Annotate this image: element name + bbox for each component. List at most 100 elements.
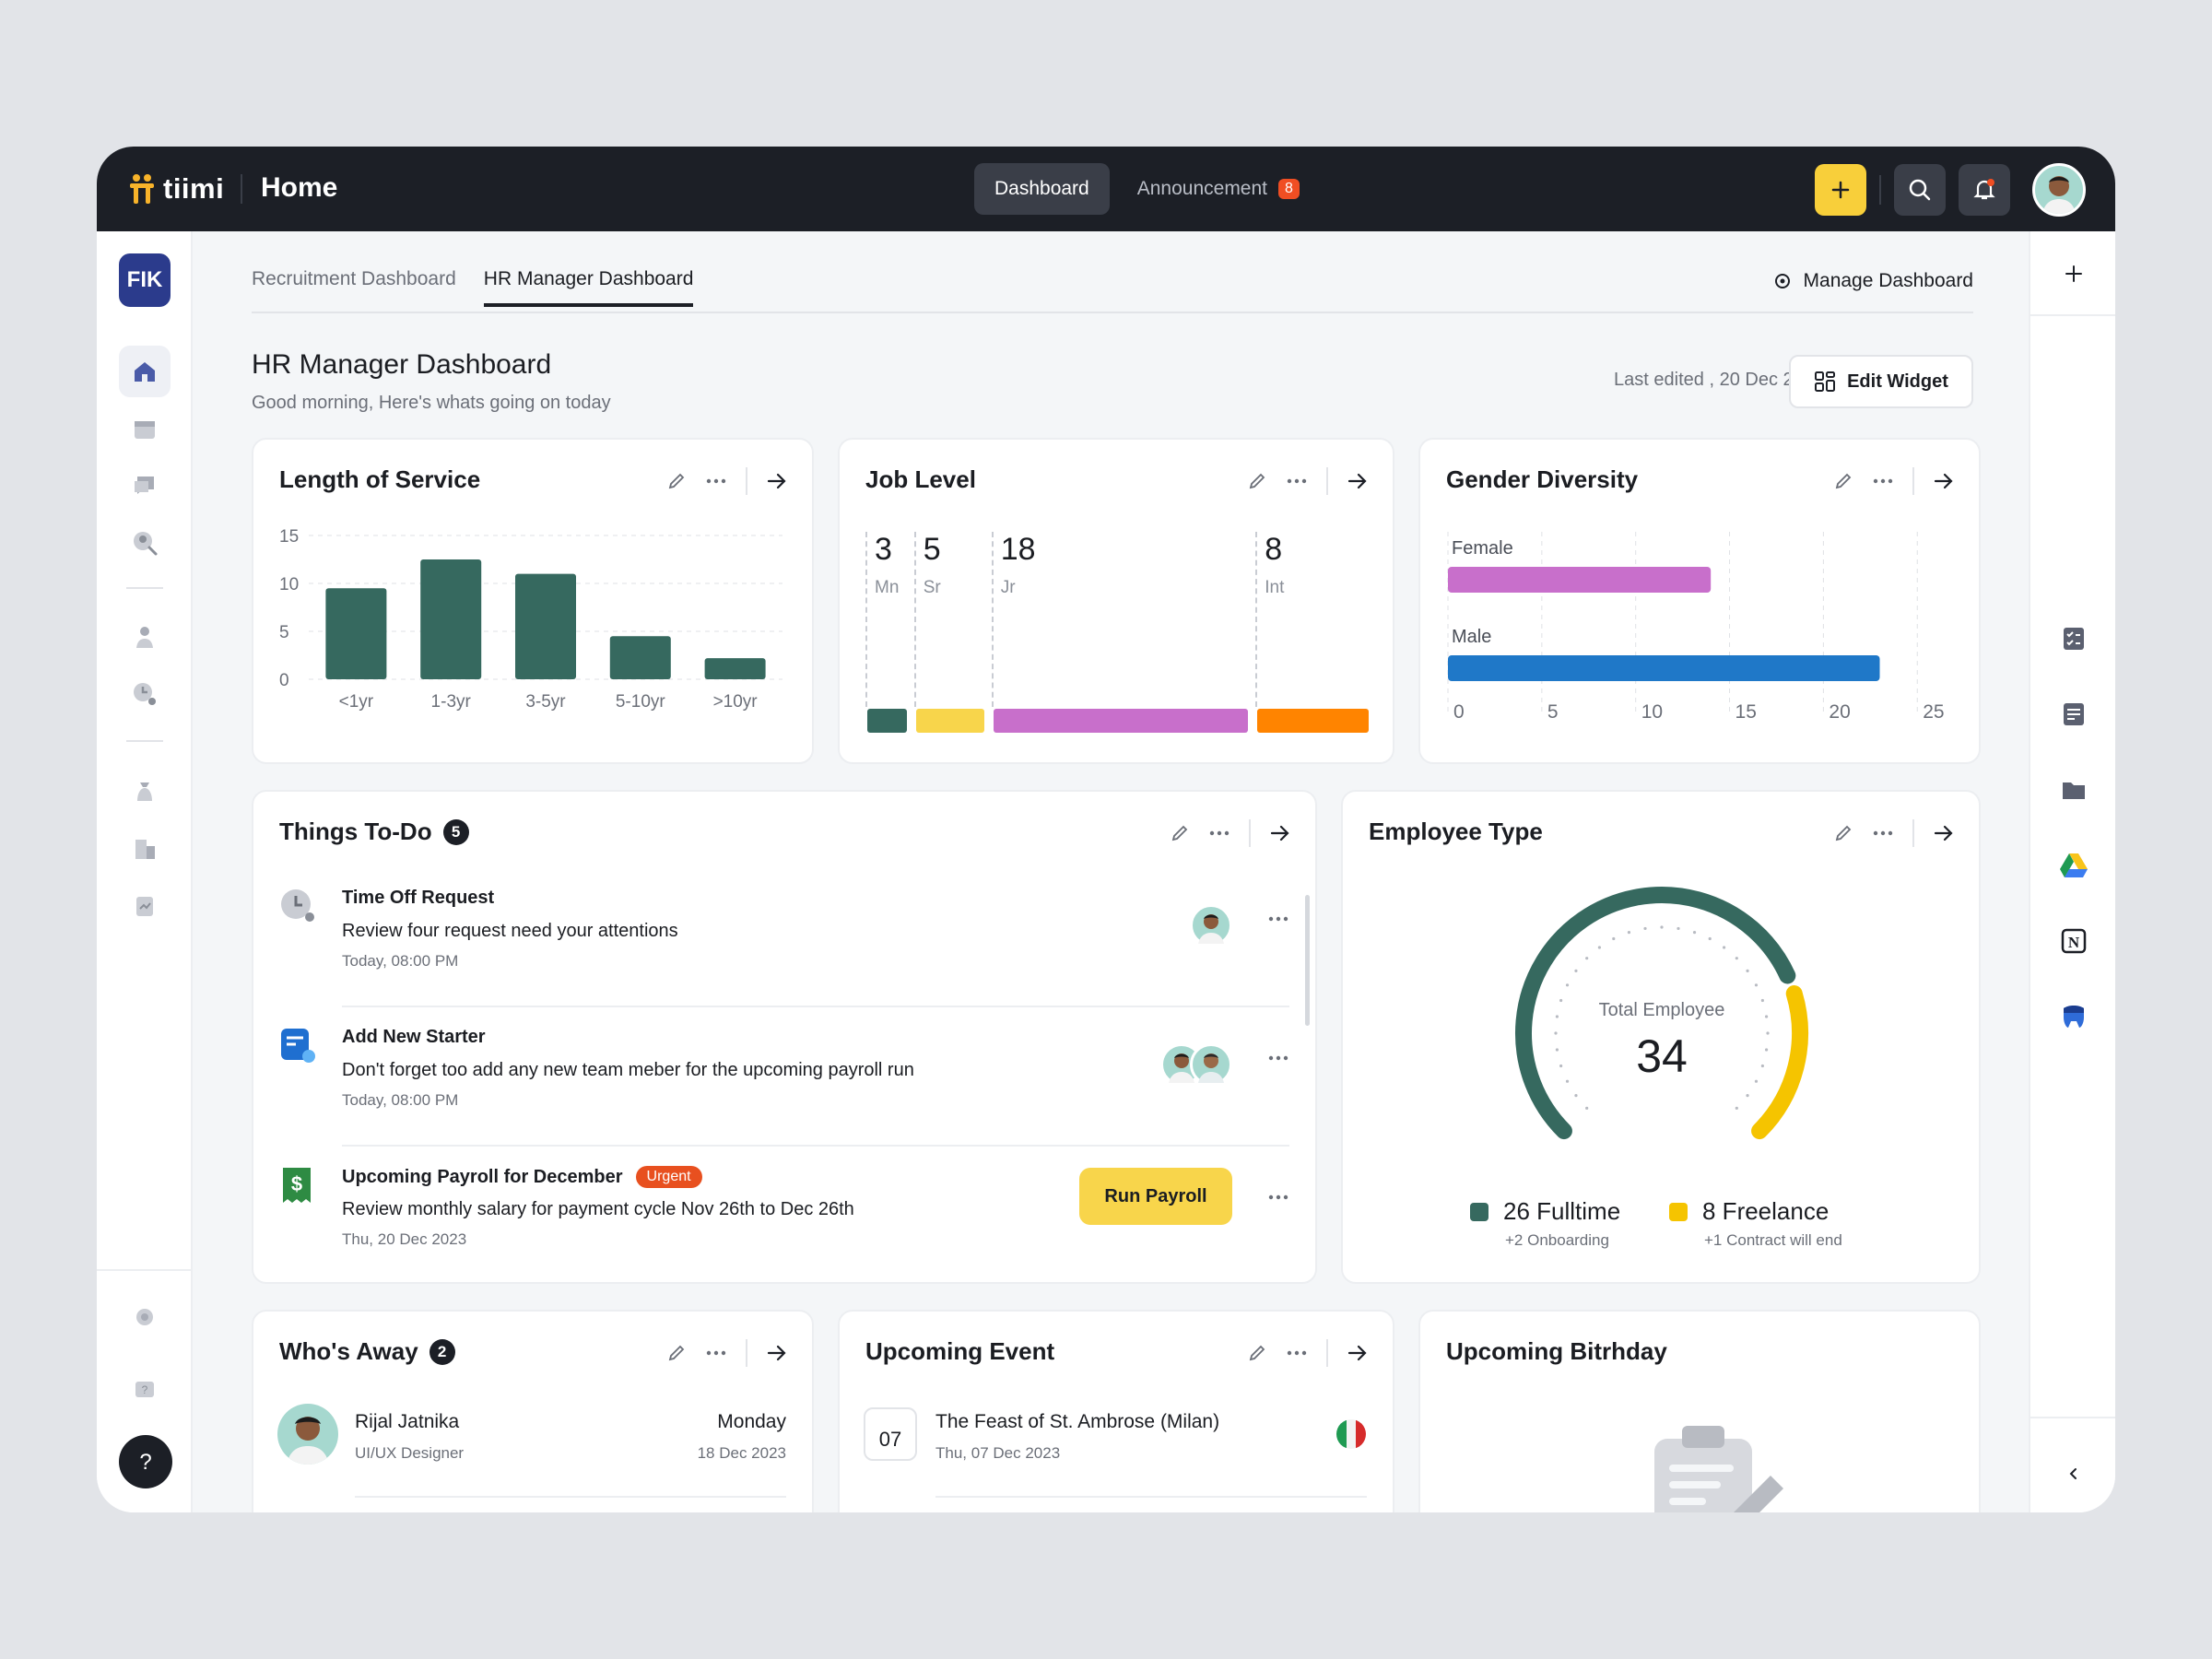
bar[interactable] — [515, 573, 576, 679]
arrow-right-icon[interactable] — [1347, 471, 1369, 491]
more-icon[interactable] — [1267, 1194, 1289, 1201]
sidebar-item-search-people[interactable] — [119, 517, 171, 569]
divider — [1912, 819, 1914, 847]
job-level-segment[interactable]: 3 Mn — [865, 532, 909, 735]
job-level-segment[interactable]: 8 Int — [1255, 532, 1371, 735]
more-icon[interactable] — [1872, 477, 1894, 485]
bar[interactable] — [609, 636, 671, 679]
x-tick-label: >10yr — [713, 692, 759, 712]
divider — [252, 312, 1973, 313]
bar[interactable] — [420, 559, 482, 679]
pencil-icon[interactable] — [1170, 823, 1190, 843]
more-icon[interactable] — [1286, 1349, 1308, 1357]
gauge-tick — [1760, 1064, 1764, 1068]
card-title-text: Things To-Do — [279, 818, 432, 845]
clock-icon — [281, 889, 314, 922]
help-button[interactable]: ? — [119, 1435, 172, 1488]
gauge-tick — [1677, 926, 1680, 931]
more-icon[interactable] — [705, 1349, 727, 1357]
run-payroll-button[interactable]: Run Payroll — [1079, 1168, 1232, 1225]
app-checklist[interactable] — [2052, 617, 2096, 661]
more-icon[interactable] — [1267, 915, 1289, 923]
sidebar-item-company[interactable] — [119, 823, 171, 875]
sidebar-item-home[interactable] — [119, 346, 171, 397]
bar[interactable] — [325, 588, 387, 679]
search-user-icon — [134, 532, 158, 556]
employee-type-gauge — [1515, 887, 1808, 1140]
y-tick-label: 5 — [279, 623, 289, 642]
category-label: Female — [1452, 538, 1513, 559]
arrow-right-icon[interactable] — [766, 1343, 788, 1363]
nav-announcement[interactable]: Announcement 8 — [1117, 163, 1320, 215]
pencil-icon[interactable] — [1247, 1343, 1267, 1363]
todo-title-text: Upcoming Payroll for December — [342, 1166, 623, 1187]
right-sidebar: N — [2029, 231, 2115, 1512]
search-button[interactable] — [1894, 164, 1946, 216]
tab-recruitment-dashboard[interactable]: Recruitment Dashboard — [252, 268, 456, 289]
manage-dashboard-button[interactable]: Manage Dashboard — [1772, 270, 1973, 292]
more-icon[interactable] — [1208, 830, 1230, 837]
pencil-icon[interactable] — [1833, 471, 1853, 491]
divider — [241, 174, 242, 204]
sidebar-item-payroll[interactable] — [119, 766, 171, 818]
add-app-button[interactable] — [2052, 252, 2096, 296]
bar[interactable] — [704, 658, 766, 679]
sidebar-item-reports[interactable] — [119, 880, 171, 932]
logo[interactable]: tiimi — [128, 172, 224, 206]
app-dental[interactable] — [2052, 994, 2096, 1039]
app-folder[interactable] — [2052, 768, 2096, 812]
add-button[interactable] — [1815, 164, 1866, 216]
todo-item[interactable]: $ Upcoming Payroll for December Urgent R… — [279, 1166, 1289, 1277]
sidebar-item-employees[interactable] — [119, 611, 171, 663]
sidebar-item-time[interactable] — [119, 668, 171, 720]
gear-icon — [1774, 274, 1790, 288]
chevron-left-icon — [2069, 1468, 2077, 1479]
pencil-icon[interactable] — [666, 471, 687, 491]
sidebar-item-settings[interactable] — [119, 1291, 171, 1343]
todo-item[interactable]: Add New Starter Don't forget too add any… — [279, 1027, 1289, 1165]
more-icon[interactable] — [1286, 477, 1308, 485]
tooth-icon — [2064, 1006, 2084, 1028]
gear-icon — [136, 1309, 153, 1325]
x-tick-label: 5 — [1547, 701, 1559, 723]
notion-icon: N — [2061, 928, 2087, 954]
user-avatar[interactable] — [2032, 163, 2086, 217]
todo-item[interactable]: Time Off Request Review four request nee… — [279, 888, 1289, 1026]
arrow-right-icon[interactable] — [1347, 1343, 1369, 1363]
pencil-icon[interactable] — [1247, 471, 1267, 491]
collapse-button[interactable] — [2052, 1452, 2096, 1496]
card-title: Length of Service — [279, 465, 480, 494]
app-google-drive[interactable] — [2052, 843, 2096, 888]
event-date-box: 07 — [864, 1407, 917, 1461]
workspace-logo[interactable]: FIK — [119, 253, 171, 307]
job-level-segment[interactable]: 5 Sr — [913, 532, 986, 735]
bar[interactable] — [1448, 567, 1712, 593]
arrow-right-icon[interactable] — [1933, 823, 1955, 843]
checklist-icon — [2064, 628, 2084, 650]
level-count: 8 — [1265, 532, 1283, 567]
bar[interactable] — [1448, 655, 1880, 681]
pencil-icon[interactable] — [1833, 823, 1853, 843]
arrow-right-icon[interactable] — [1933, 471, 1955, 491]
edit-widget-button[interactable]: Edit Widget — [1789, 355, 1973, 408]
more-icon[interactable] — [1872, 830, 1894, 837]
notification-button[interactable] — [1959, 164, 2010, 216]
more-icon[interactable] — [1267, 1054, 1289, 1062]
tab-hr-manager-dashboard[interactable]: HR Manager Dashboard — [483, 259, 694, 307]
sidebar-item-messages[interactable] — [119, 460, 171, 512]
more-icon[interactable] — [705, 477, 727, 485]
gauge-tick — [1746, 969, 1749, 973]
nav-dashboard[interactable]: Dashboard — [974, 163, 1110, 215]
sidebar-item-help-center[interactable]: ? — [119, 1365, 171, 1417]
divider — [1326, 467, 1328, 495]
arrow-right-icon[interactable] — [766, 471, 788, 491]
scrollbar[interactable] — [1305, 895, 1310, 1026]
app-notion[interactable]: N — [2052, 919, 2096, 963]
arrow-right-icon[interactable] — [1269, 823, 1291, 843]
job-level-segment[interactable]: 18 Jr — [991, 532, 1251, 735]
pencil-icon[interactable] — [666, 1343, 687, 1363]
card-title-text: Upcoming Bitrhday — [1446, 1337, 1667, 1365]
length-of-service-card: Length of Service 15 10 5 0 <1yr 1-3yr 3-5yr 5-… — [252, 438, 814, 764]
sidebar-item-calendar[interactable] — [119, 403, 171, 454]
app-notes[interactable] — [2052, 692, 2096, 736]
